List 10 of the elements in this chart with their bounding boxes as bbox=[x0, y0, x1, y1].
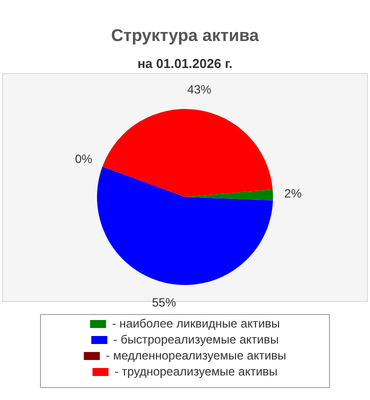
legend-label: - медленнореализуемые активы bbox=[106, 348, 286, 362]
data-label: 55% bbox=[152, 295, 176, 310]
legend-label: - труднореализуемые активы bbox=[114, 364, 278, 378]
chart-subtitle: на 01.01.2026 г. bbox=[137, 56, 233, 71]
legend-label: - быстрореализуемые активы bbox=[113, 332, 279, 346]
legend-label: - наиболее ликвидные активы bbox=[112, 316, 280, 330]
chart-title: Структура актива bbox=[111, 26, 260, 45]
data-label: 43% bbox=[187, 82, 212, 96]
text: 0% bbox=[74, 152, 92, 166]
data-label: 2% bbox=[284, 186, 302, 201]
